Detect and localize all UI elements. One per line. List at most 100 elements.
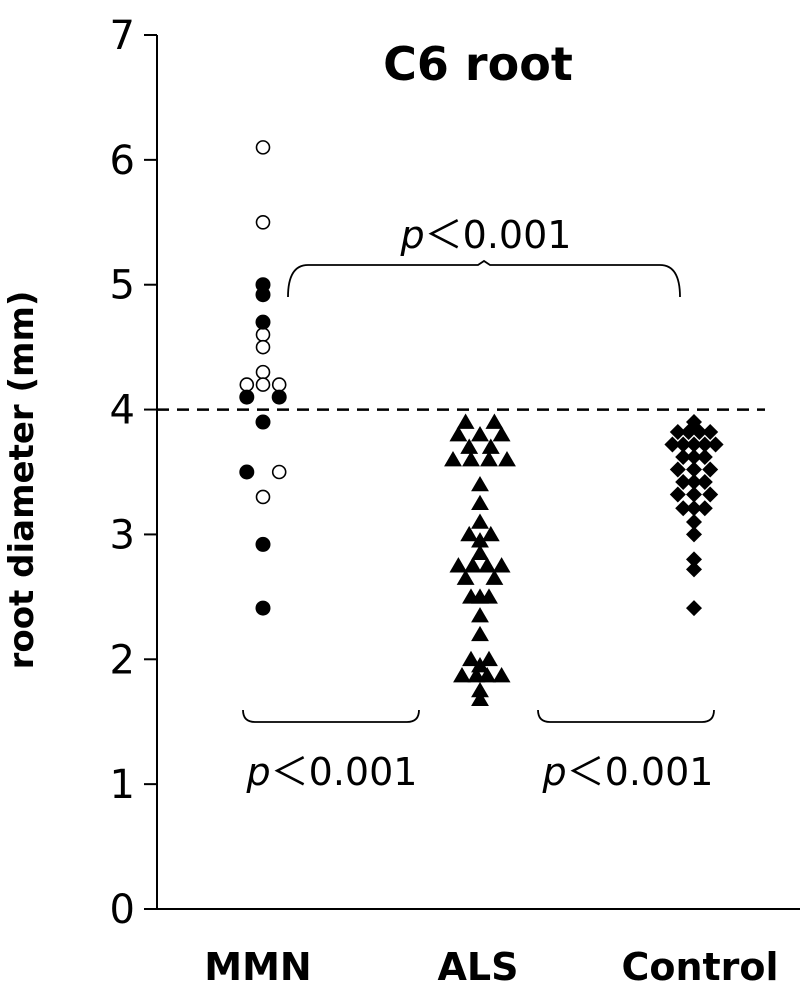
mmn-open-point: [239, 377, 255, 392]
control-point: [707, 436, 724, 453]
control-point: [686, 486, 702, 503]
significance-bracket: [242, 709, 420, 723]
p-value-text: ＜0.001: [425, 213, 572, 257]
control-point: [696, 473, 713, 490]
control-point: [686, 526, 702, 543]
mmn-filled-point: [255, 314, 271, 330]
control-point: [686, 449, 702, 466]
als-point: [480, 451, 498, 467]
y-tick-label: 2: [110, 637, 135, 683]
y-axis-label: root diameter (mm): [2, 291, 42, 670]
significance-bracket: [287, 259, 681, 298]
mmn-filled-point: [239, 389, 255, 405]
control-point: [702, 461, 719, 478]
mmn-open-point: [255, 377, 271, 392]
y-tick-label: 0: [110, 887, 135, 933]
control-point: [686, 436, 702, 453]
mmn-open-point: [255, 140, 271, 155]
als-point: [462, 650, 480, 667]
als-point: [453, 667, 471, 683]
mmn-open-point: [271, 377, 287, 392]
x-category-label: MMN: [204, 945, 311, 989]
control-point: [702, 424, 719, 441]
y-tick-label: 7: [110, 13, 135, 59]
mmn-open-point: [271, 464, 287, 480]
als-point: [444, 451, 462, 467]
p-value-text: ＜0.001: [271, 750, 418, 794]
control-point: [675, 500, 692, 517]
control-point: [686, 561, 702, 578]
mmn-filled-point: [255, 287, 271, 303]
p-value-label: p＜0.001: [542, 750, 714, 794]
als-point: [463, 557, 482, 573]
y-tick-label: 1: [110, 762, 135, 808]
als-point: [480, 588, 498, 604]
mmn-open-point: [255, 214, 271, 230]
als-point: [471, 682, 489, 698]
control-point: [675, 449, 692, 466]
y-tick-label: 6: [110, 138, 135, 184]
als-point: [471, 625, 489, 642]
p-symbol: p: [400, 213, 425, 257]
control-point: [686, 600, 702, 617]
als-point: [485, 413, 504, 429]
als-point: [471, 513, 489, 529]
control-point: [696, 449, 713, 466]
mmn-open-point: [255, 489, 271, 505]
control-point: [686, 513, 702, 530]
p-value-text: ＜0.001: [567, 750, 714, 794]
als-point: [456, 413, 475, 429]
mmn-filled-point: [255, 600, 271, 616]
als-point: [471, 532, 489, 548]
y-tick-label: 5: [110, 263, 135, 309]
p-symbol: p: [542, 750, 567, 794]
x-category-label: Control: [621, 945, 778, 989]
mmn-open-point: [255, 364, 271, 380]
als-point: [478, 557, 497, 573]
als-point: [498, 451, 516, 467]
als-point: [460, 525, 479, 542]
control-point: [686, 551, 702, 568]
als-point: [478, 667, 497, 683]
control-point: [669, 486, 686, 503]
als-point: [471, 690, 489, 707]
control-point: [664, 436, 681, 453]
als-point: [456, 569, 475, 585]
control-point: [669, 424, 686, 441]
control-point: [702, 486, 719, 503]
als-point: [480, 650, 498, 667]
control-point: [686, 461, 702, 478]
significance-bracket: [537, 709, 715, 723]
control-point: [696, 436, 713, 453]
als-point: [449, 426, 468, 442]
als-point: [492, 426, 511, 442]
control-point: [675, 473, 692, 490]
als-point: [492, 557, 511, 573]
control-point: [669, 461, 686, 478]
p-value-label: p＜0.001: [246, 750, 418, 794]
als-point: [492, 667, 511, 683]
mmn-open-point: [255, 327, 271, 342]
control-point: [675, 436, 692, 453]
mmn-filled-point: [271, 389, 287, 405]
als-point: [460, 438, 479, 454]
control-point: [691, 424, 708, 441]
als-point: [471, 544, 489, 560]
x-category-label: ALS: [438, 945, 519, 989]
mmn-filled-point: [255, 414, 271, 430]
mmn-filled-point: [255, 536, 271, 552]
p-symbol: p: [246, 750, 271, 794]
als-point: [485, 569, 504, 585]
als-point: [471, 426, 489, 442]
als-point: [481, 525, 500, 542]
als-point: [481, 438, 500, 454]
als-point: [471, 607, 489, 623]
y-tick-label: 3: [110, 512, 135, 558]
control-point: [686, 473, 702, 490]
p-value-label: p＜0.001: [400, 213, 572, 257]
mmn-filled-point: [239, 464, 255, 480]
control-point: [680, 424, 697, 441]
y-tick-label: 4: [110, 388, 135, 434]
als-point: [449, 557, 468, 573]
